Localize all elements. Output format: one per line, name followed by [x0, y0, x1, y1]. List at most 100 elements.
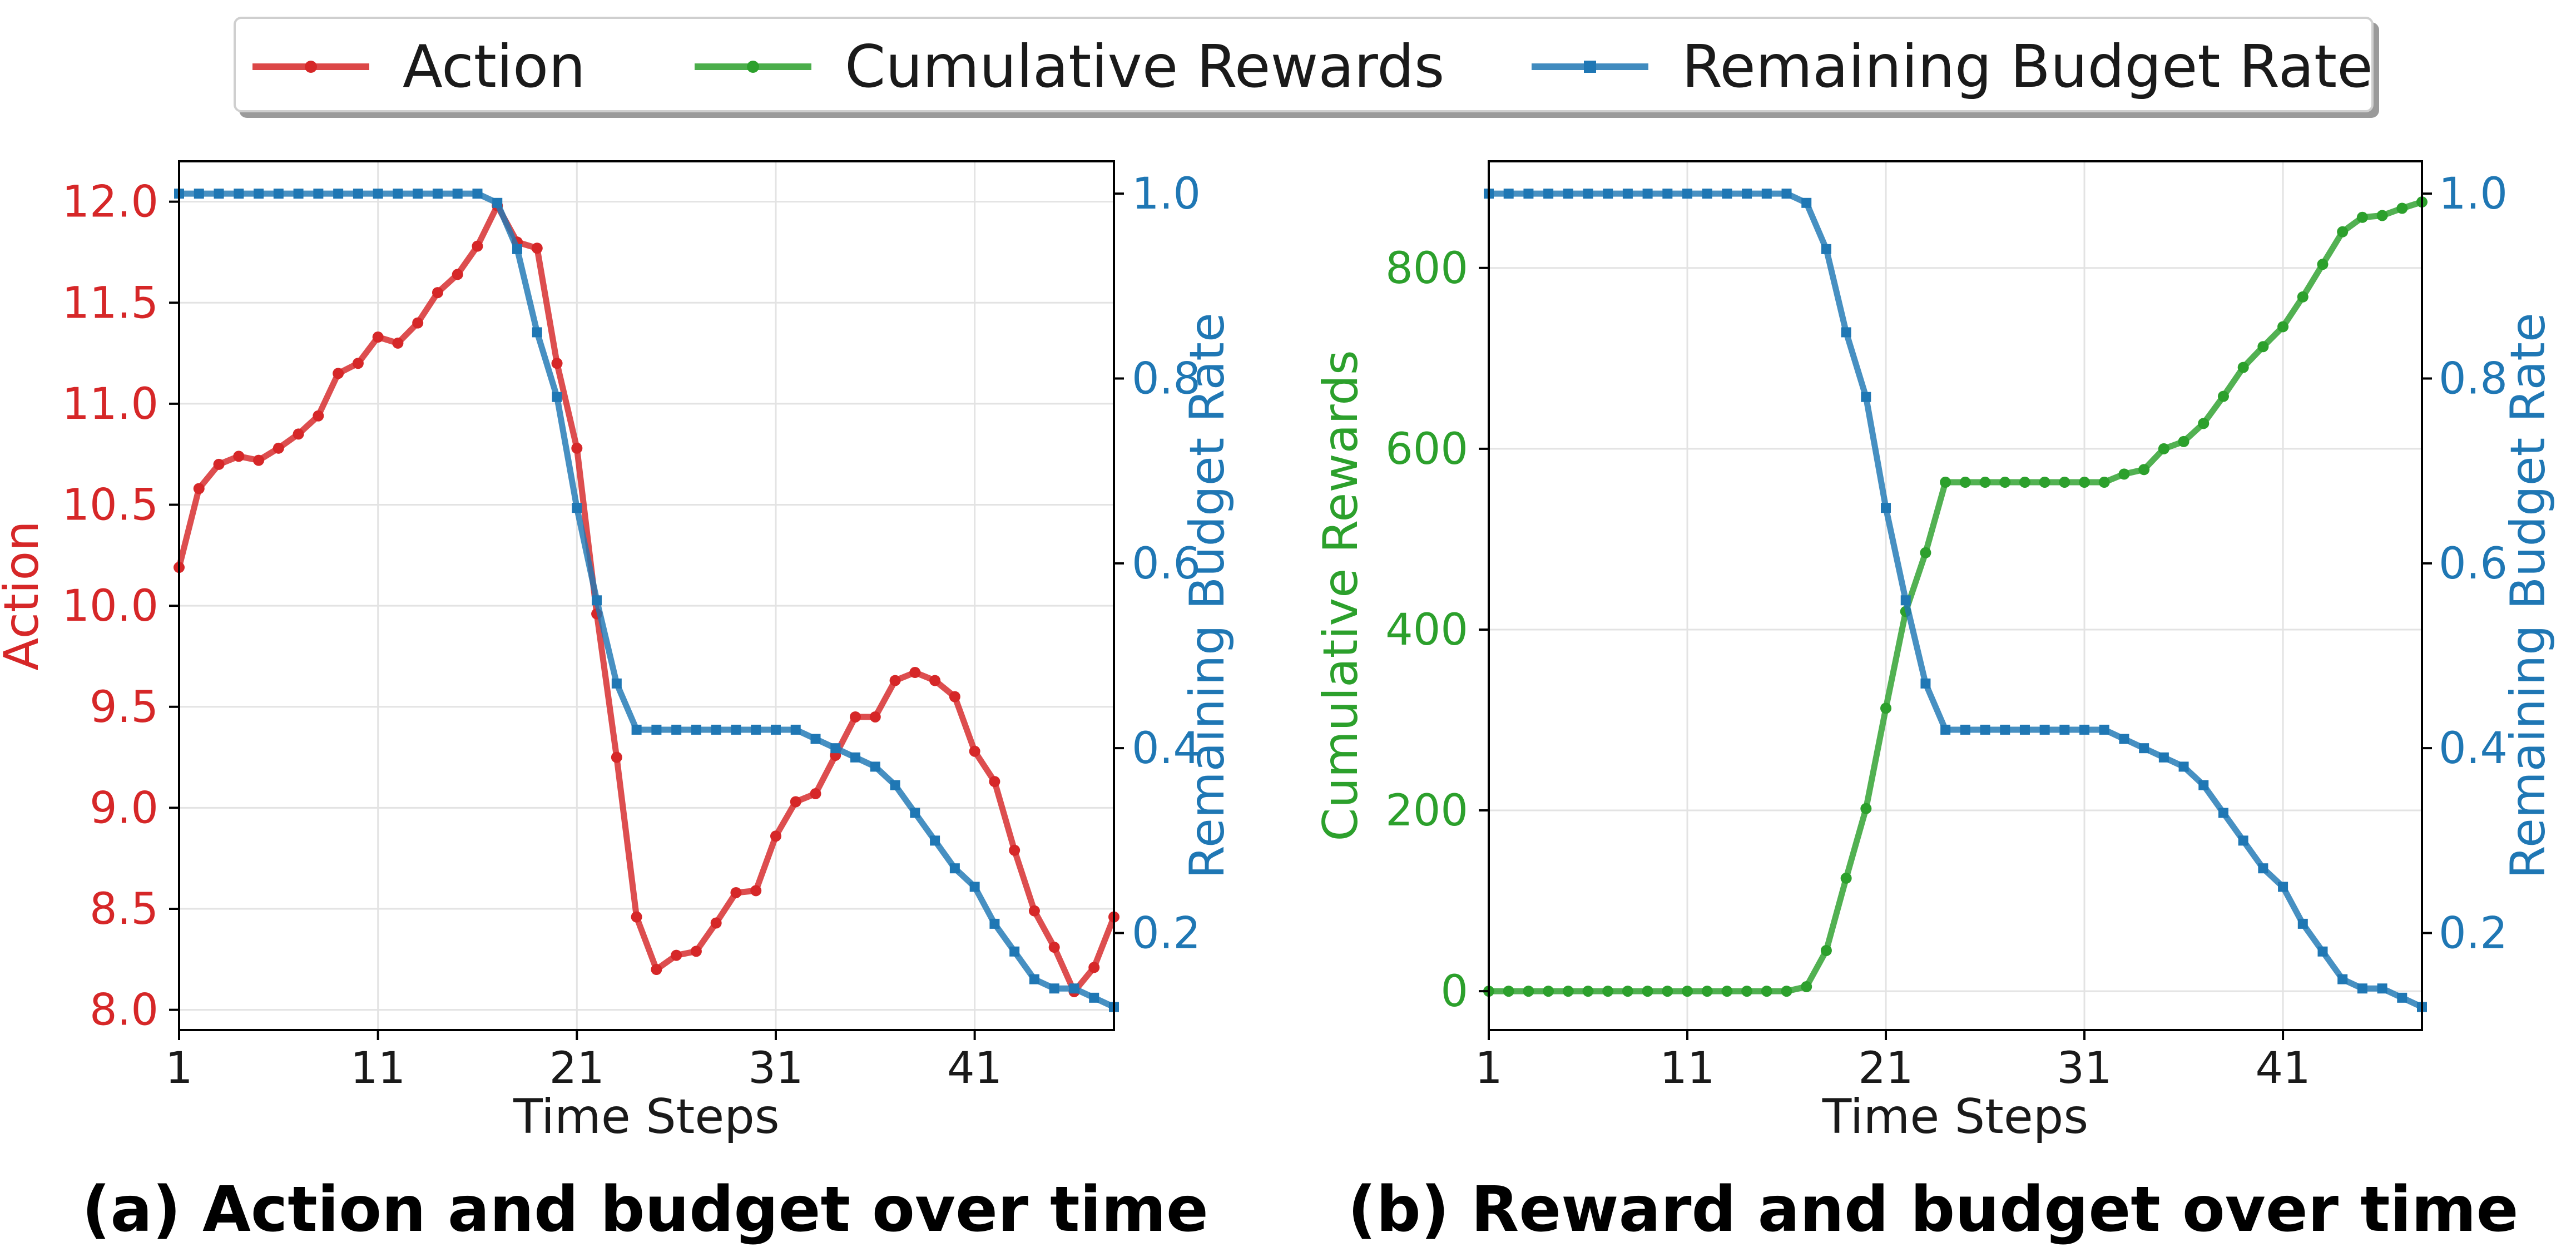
right-tick-label: 0.2 [1132, 909, 1201, 959]
data-point [1721, 986, 1733, 997]
data-point [313, 189, 324, 199]
data-point [1503, 189, 1514, 199]
data-point [452, 189, 463, 199]
data-point [2079, 477, 2090, 488]
data-point [1820, 944, 1832, 956]
series-line [1489, 199, 2423, 994]
data-point [2337, 974, 2348, 984]
data-point [2277, 321, 2289, 333]
data-point [2178, 761, 2189, 772]
data-point [1920, 678, 1931, 689]
data-point [2079, 724, 2090, 735]
data-point [2297, 291, 2309, 303]
data-point [631, 724, 642, 735]
data-point [1960, 724, 1970, 735]
legend-label-cumulative-rewards: Cumulative Rewards [845, 33, 1445, 101]
data-point [770, 724, 781, 735]
data-point [909, 667, 921, 679]
data-point [2317, 259, 2329, 270]
data-point [1662, 189, 1673, 199]
left-tick-label: 800 [1385, 244, 1468, 294]
data-point [552, 392, 562, 402]
data-point [1781, 986, 1792, 997]
data-point [1682, 986, 1693, 997]
data-point [969, 745, 980, 757]
legend-swatch-remaining-budget-rate [1532, 61, 1648, 73]
series-remaining-budget-rate [174, 189, 1119, 1012]
data-point [2019, 724, 2030, 735]
data-point [373, 189, 383, 199]
left-tick-label: 10.5 [62, 481, 158, 531]
caption-b: (b) Reward and budget over time [1348, 1174, 2519, 1246]
left-tick-label: 0 [1440, 967, 1468, 1017]
data-point [2198, 780, 2209, 790]
data-point [193, 483, 205, 494]
data-point [214, 189, 224, 199]
legend-item-cumulative-rewards: Cumulative Rewards [695, 19, 1444, 115]
data-point [313, 410, 324, 422]
right-tick-label: 0.8 [2439, 354, 2508, 404]
data-point [293, 189, 304, 199]
data-point [1959, 477, 1971, 488]
data-point [671, 724, 682, 735]
data-point [392, 337, 404, 349]
data-point [1761, 189, 1772, 199]
data-point [810, 734, 821, 744]
data-point [790, 796, 801, 808]
data-point [532, 327, 542, 338]
right-axis-label: Remaining Budget Rate [2500, 313, 2556, 879]
x-tick-label: 11 [1659, 1043, 1715, 1093]
data-point [949, 691, 960, 702]
data-point [2098, 477, 2110, 488]
right-tick-label: 0.2 [2439, 909, 2508, 959]
right-tick-label: 0.6 [1132, 539, 1201, 589]
data-point [1562, 986, 1574, 997]
left-axis-label: Cumulative Rewards [1313, 350, 1369, 841]
data-point [2198, 418, 2210, 429]
data-point [1861, 392, 1871, 402]
data-point [1642, 986, 1653, 997]
data-point [293, 428, 304, 440]
x-tick-label: 1 [1475, 1043, 1503, 1093]
data-point [213, 458, 225, 470]
data-point [1523, 986, 1534, 997]
data-point [2099, 724, 2109, 735]
data-point [1840, 872, 1852, 884]
data-point [1722, 189, 1732, 199]
data-point [452, 269, 463, 280]
data-point [2337, 226, 2349, 237]
right-tick-label: 0.4 [2439, 724, 2508, 774]
data-point [671, 949, 682, 961]
data-point [1702, 189, 1712, 199]
data-point [1781, 189, 1792, 199]
data-point [2237, 362, 2249, 373]
data-point [830, 743, 841, 754]
data-point [2139, 743, 2149, 754]
data-point [1583, 189, 1593, 199]
data-point [571, 442, 583, 454]
left-tick-label: 8.0 [90, 986, 158, 1036]
x-tick-label: 21 [1858, 1043, 1913, 1093]
data-point [1940, 724, 1951, 735]
data-point [1860, 803, 1872, 814]
data-point [2297, 918, 2308, 929]
series-remaining-budget-rate [1484, 189, 2427, 1012]
x-tick-label: 1 [165, 1043, 193, 1093]
data-point [1622, 189, 1633, 199]
data-point [730, 887, 742, 898]
data-point [273, 442, 284, 454]
x-tick-label: 31 [2057, 1043, 2112, 1093]
data-point [929, 675, 941, 686]
data-point [949, 863, 960, 874]
data-point [631, 911, 642, 923]
data-point [2119, 734, 2129, 744]
data-point [2397, 992, 2407, 1003]
right-tick-label: 1.0 [1132, 169, 1201, 219]
data-point [412, 317, 424, 329]
data-point [1523, 189, 1534, 199]
data-point [432, 287, 443, 299]
right-tick-label: 0.8 [1132, 354, 1201, 404]
x-axis-label: Time Steps [513, 1089, 779, 1145]
data-point [2258, 863, 2268, 874]
data-point [731, 724, 741, 735]
